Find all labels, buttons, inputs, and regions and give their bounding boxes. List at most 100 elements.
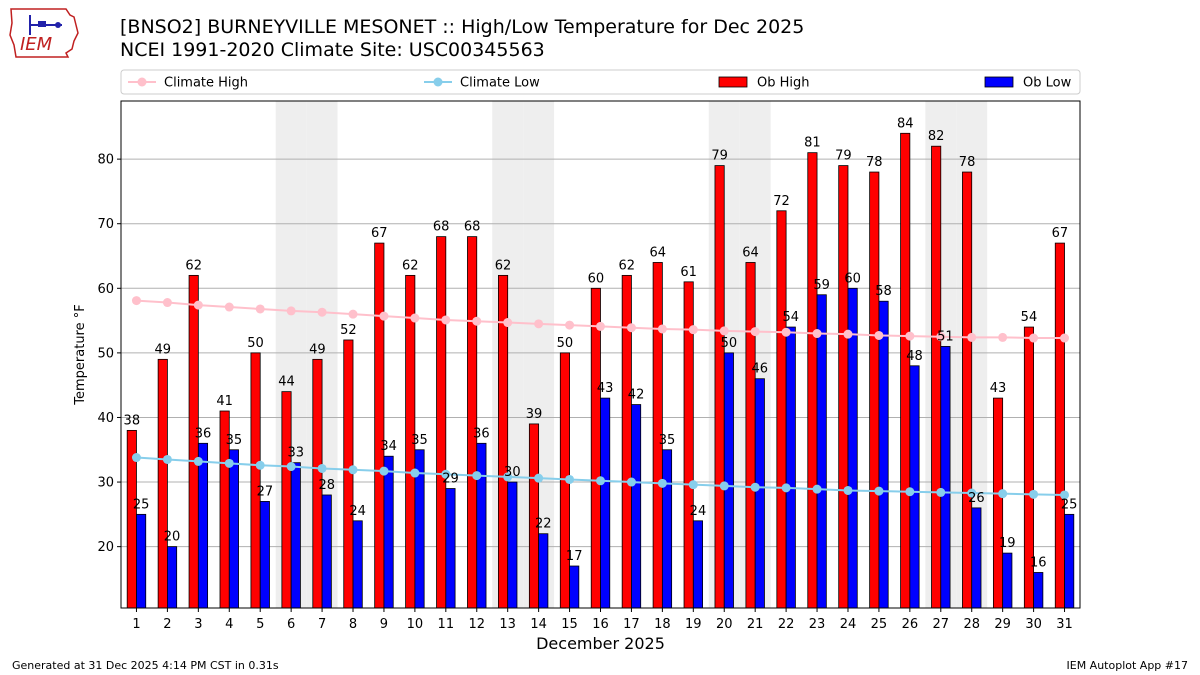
ob-low-label: 17 [566, 549, 583, 564]
ob-low-label: 19 [999, 536, 1016, 551]
climate-low-point [379, 466, 389, 476]
x-tick-label: 25 [871, 617, 888, 632]
climate-low-point [843, 485, 853, 495]
x-tick-label: 28 [963, 617, 980, 632]
x-tick-label: 15 [561, 617, 578, 632]
y-tick-label: 40 [97, 411, 114, 426]
ob-low-label: 28 [318, 478, 335, 493]
ob-high-label: 67 [1052, 226, 1069, 241]
ob-high-bar [931, 145, 942, 609]
x-tick-label: 20 [716, 617, 733, 632]
y-tick-label: 70 [97, 217, 114, 232]
climate-low-point [596, 476, 605, 486]
ob-high-label: 79 [835, 149, 852, 164]
x-tick-label: 21 [747, 617, 764, 632]
ob-high-label: 54 [1021, 310, 1038, 325]
x-tick-label: 12 [468, 617, 485, 632]
climate-high-point [905, 331, 915, 341]
climate-high-point [255, 304, 265, 314]
ob-low-label: 25 [133, 497, 150, 512]
ob-low-label: 27 [257, 484, 274, 499]
climate-low-point [1029, 489, 1039, 499]
x-tick-label: 16 [592, 617, 609, 632]
legend-climate-low-label: Climate Low [460, 76, 540, 91]
climate-low-point [750, 482, 760, 492]
y-tick-label: 60 [97, 282, 114, 297]
ob-low-bar [383, 455, 394, 609]
ob-low-bar [569, 565, 580, 609]
ob-high-label: 81 [804, 136, 821, 151]
climate-low-point [317, 463, 327, 473]
climate-high-point [688, 325, 698, 335]
climate-high-point [503, 318, 513, 328]
ob-high-bar [838, 165, 849, 609]
ob-high-label: 50 [557, 336, 574, 351]
ob-high-label: 43 [990, 381, 1007, 396]
x-tick-label: 29 [994, 617, 1011, 632]
climate-low-point [967, 488, 977, 498]
climate-low-point [936, 487, 946, 497]
climate-high-point [317, 307, 327, 317]
climate-high-point [750, 327, 760, 337]
ob-low-label: 33 [288, 446, 305, 461]
ob-low-bar [692, 520, 703, 609]
ob-low-label: 50 [721, 336, 738, 351]
ob-low-bar [445, 488, 456, 609]
ob-high-label: 78 [866, 155, 883, 170]
ob-high-bar [436, 236, 447, 609]
ob-low-bar [661, 449, 673, 609]
ob-high-bar [869, 171, 880, 609]
climate-high-point [472, 316, 482, 326]
x-tick-label: 23 [809, 617, 826, 632]
climate-high-point [998, 332, 1008, 342]
ob-high-label: 62 [185, 258, 202, 273]
ob-high-bar [745, 262, 756, 609]
ob-low-label: 36 [195, 426, 212, 441]
climate-low-point [874, 486, 884, 496]
ob-high-label: 61 [680, 265, 697, 280]
climate-high-point [162, 298, 172, 308]
ob-high-label: 52 [340, 323, 357, 338]
ob-low-bar [909, 365, 920, 609]
ob-low-bar [631, 404, 642, 609]
ob-low-bar [1064, 513, 1075, 609]
climate-low-point [224, 458, 234, 468]
ob-low-bar [352, 520, 363, 609]
legend-ob-low-swatch [984, 76, 1014, 88]
climate-high-point [1060, 333, 1070, 343]
ob-high-label: 64 [649, 245, 666, 260]
climate-high-point [534, 319, 544, 329]
x-tick-label: 14 [530, 617, 547, 632]
iem-logo: IEM [8, 5, 84, 63]
x-tick-label: 19 [685, 617, 702, 632]
x-tick-label: 11 [438, 617, 455, 632]
ob-high-label: 41 [216, 394, 233, 409]
ob-high-bar [250, 352, 261, 609]
ob-low-bar [538, 533, 549, 609]
ob-low-label: 46 [752, 362, 769, 377]
climate-high-point [874, 330, 884, 340]
ob-high-label: 60 [588, 271, 605, 286]
x-tick-label: 2 [163, 617, 171, 632]
climate-high-point [565, 320, 575, 330]
ob-low-bar [476, 442, 487, 609]
climate-high-point [626, 323, 636, 333]
logo-text: IEM [20, 34, 53, 55]
ob-high-bar [714, 165, 725, 609]
ob-low-label: 58 [875, 284, 892, 299]
chart-subtitle: NCEI 1991-2020 Climate Site: USC00345563 [120, 39, 545, 61]
ob-high-bar [188, 274, 199, 609]
x-tick-label: 4 [225, 617, 233, 632]
legend-box [120, 69, 1081, 95]
x-tick-label: 8 [349, 617, 357, 632]
ob-low-label: 20 [164, 530, 181, 545]
ob-low-label: 24 [690, 504, 707, 519]
climate-high-point [1029, 333, 1039, 343]
ob-high-bar [157, 358, 168, 609]
ob-low-bar [290, 462, 301, 609]
ob-high-label: 67 [371, 226, 388, 241]
x-tick-label: 3 [194, 617, 202, 632]
ob-low-label: 29 [442, 472, 459, 487]
climate-high-point [286, 306, 296, 316]
